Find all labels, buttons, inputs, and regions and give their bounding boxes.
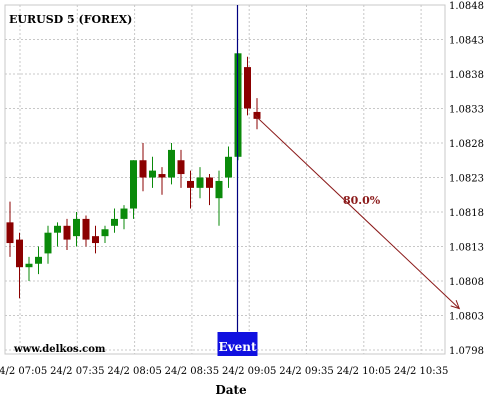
candle-bullish [168, 143, 175, 185]
candle-body [44, 232, 52, 254]
x-tick-label: 24/2 08:35 [165, 366, 219, 377]
projection: 80.0% [254, 115, 461, 310]
candle-bullish [130, 160, 137, 219]
candle-bullish [44, 225, 52, 264]
candle-bullish [196, 167, 204, 199]
y-tick-label: 1.0838 [449, 70, 484, 81]
x-tick-label: 24/2 07:35 [50, 366, 104, 377]
y-tick-label: 1.0828 [449, 139, 484, 150]
y-tick-label: 1.0843 [449, 36, 484, 47]
chart-title: EURUSD 5 (FOREX) [9, 13, 132, 26]
candle-body [244, 67, 251, 109]
x-tick-label: 24/2 10:35 [394, 366, 448, 377]
x-tick-label: 24/2 08:05 [107, 366, 161, 377]
candle-bullish [149, 156, 156, 188]
projection-percentage: 80.0% [343, 194, 381, 207]
candle-bullish [120, 205, 128, 230]
event-box [217, 332, 258, 356]
candle-bearish [16, 232, 23, 299]
candle-bearish [253, 98, 261, 130]
y-tick-label: 1.0823 [449, 174, 484, 185]
candle-body [149, 170, 156, 178]
event-marker: Event [217, 5, 258, 356]
candle-bullish [54, 222, 61, 247]
candle-body [35, 256, 42, 264]
candle-bearish [158, 167, 166, 195]
candle-body [158, 174, 166, 178]
candle-body [177, 160, 185, 175]
candle-bearish [82, 215, 90, 247]
candle-body [225, 156, 232, 178]
candle-body [25, 263, 33, 268]
candle-bearish [92, 225, 99, 254]
candle-bearish [244, 56, 251, 116]
y-tick-label: 1.0808 [449, 277, 484, 288]
y-tick-label: 1.0848 [449, 1, 484, 12]
candle-body [16, 239, 23, 268]
candle-body [130, 160, 137, 209]
y-tick-label: 1.0833 [449, 105, 484, 116]
candle-bearish [187, 170, 194, 209]
y-tick-label: 1.0798 [449, 346, 484, 357]
candle-bullish [225, 146, 232, 188]
candle-bearish [177, 149, 185, 188]
candle-bullish [73, 212, 80, 247]
watermark: www.delkos.com [13, 344, 106, 355]
y-axis-ticks: 1.0848 1.0843 1.0838 1.0833 1.0828 1.0823 1.08… [449, 1, 484, 357]
x-tick-label: 24/2 09:35 [279, 366, 333, 377]
candle-body [253, 111, 261, 119]
y-tick-label: 1.0818 [449, 208, 484, 219]
candle-bearish [6, 201, 14, 257]
candle-bullish [25, 256, 33, 281]
projection-arrow-head [450, 300, 461, 310]
candle-body [73, 218, 80, 237]
y-tick-label: 1.0813 [449, 243, 484, 254]
candle-body [111, 218, 118, 226]
event-label: Event [218, 340, 256, 354]
x-tick-label: 24/2 10:05 [337, 366, 391, 377]
y-tick-label: 1.0803 [449, 312, 484, 323]
candle-body [101, 229, 109, 237]
candle-body [120, 208, 128, 219]
candle-body [92, 236, 99, 244]
candle-body [187, 180, 194, 188]
candle-bullish [35, 246, 42, 275]
x-tick-label: 24/2 07:05 [0, 366, 47, 377]
x-tick-label: 24/2 09:05 [222, 366, 276, 377]
candle-bullish [215, 170, 223, 226]
candle-bullish [101, 225, 109, 244]
candle-body [63, 225, 71, 240]
candle-body [206, 177, 213, 188]
candle-body [6, 222, 14, 244]
candle-body [215, 180, 223, 199]
candle-body [196, 177, 204, 188]
x-axis-label: Date [215, 383, 247, 397]
candle-bearish [206, 174, 213, 206]
candle-bearish [139, 143, 147, 192]
candle-body [168, 149, 175, 178]
candle-body [139, 160, 147, 178]
candles [6, 53, 261, 299]
candle-bullish [111, 208, 118, 233]
projection-arrow-line [254, 115, 460, 309]
candle-body [54, 225, 61, 233]
candle-bearish [63, 218, 71, 250]
candle-body [82, 218, 90, 240]
